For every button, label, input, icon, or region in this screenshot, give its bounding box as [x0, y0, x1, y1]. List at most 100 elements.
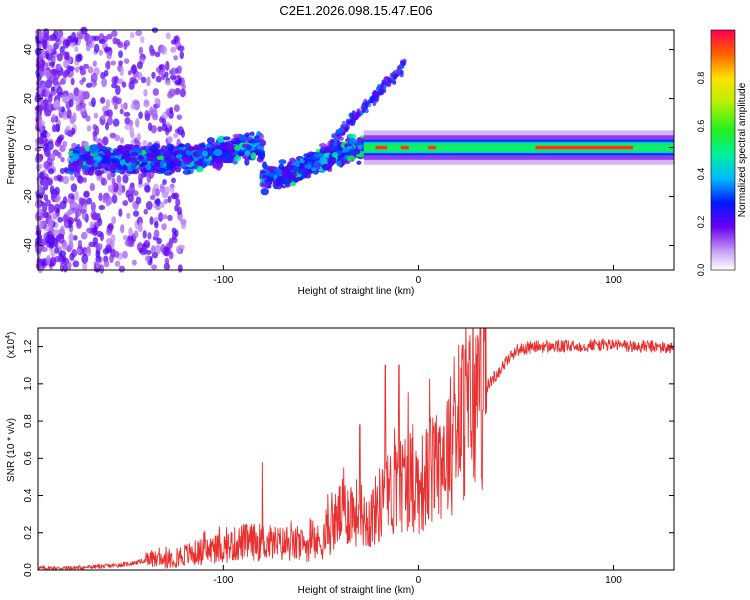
- spectrogram-cell: [273, 168, 282, 174]
- spectrogram-cell: [96, 138, 103, 146]
- spectrogram-cell: [149, 216, 154, 225]
- spectrogram-cell: [104, 46, 111, 53]
- colorbar-gradient: [710, 29, 736, 271]
- spectrogram-cell: [160, 201, 165, 208]
- spectrogram-cell: [111, 177, 116, 186]
- spectrogram-cell: [85, 115, 91, 122]
- spectrogram-cell: [179, 88, 186, 98]
- spectrogram-cell: [86, 125, 92, 132]
- snr-ytick-label: 0.2: [23, 525, 34, 539]
- spectrogram-cell: [384, 80, 389, 86]
- snr-ytick-label: 1.2: [23, 339, 34, 353]
- spectrogram-cell: [56, 86, 63, 96]
- spectrogram-cell: [133, 230, 139, 239]
- spectrogram-cell: [66, 65, 71, 75]
- spectrogram-cell: [145, 200, 153, 211]
- spectrogram-cell: [45, 87, 50, 98]
- spectrogram-cell: [77, 239, 83, 250]
- spectrogram-cell: [371, 95, 376, 101]
- spectrogram-cell: [47, 140, 54, 151]
- spectrogram-cell: [77, 175, 84, 184]
- spectrogram-cell: [101, 77, 108, 88]
- spectrogram-cell: [127, 70, 132, 76]
- spectrogram-cell: [119, 108, 124, 115]
- spectrogram-cell: [117, 41, 124, 49]
- spectrogram-cell: [53, 229, 60, 236]
- spectrogram-hotspot: [428, 145, 436, 150]
- spectrogram-cell: [56, 174, 62, 181]
- spectrogram-cell: [59, 167, 65, 175]
- spectrogram-cell: [89, 221, 95, 229]
- spectrogram-cell: [167, 195, 172, 204]
- spectrogram-cell: [138, 247, 144, 254]
- spectrogram-cell: [108, 112, 113, 119]
- spectrogram-cell: [170, 67, 177, 77]
- spectrogram-cell: [46, 148, 51, 159]
- spectrogram-cell: [154, 51, 161, 58]
- spectrogram-cell: [158, 64, 164, 70]
- spectrogram-cell: [169, 106, 174, 114]
- spectrogram-cell: [187, 145, 195, 152]
- spectrogram-cell: [333, 134, 338, 140]
- spectrogram-cell: [78, 154, 88, 159]
- spectrogram-cell: [79, 102, 86, 108]
- spectrogram-cell: [173, 132, 179, 139]
- spectrogram-cell: [43, 194, 49, 202]
- spectrogram-cell: [103, 110, 110, 117]
- spectrogram-cell: [163, 155, 171, 163]
- spectrogram-cell: [361, 102, 366, 108]
- spectrogram-cell: [51, 114, 57, 123]
- spectrogram-cell: [112, 250, 120, 258]
- spectrogram-cell: [37, 184, 44, 193]
- spectrogram-cell: [163, 262, 171, 271]
- spectrogram-cell: [54, 241, 59, 248]
- spectrogram-cell: [132, 99, 139, 106]
- spectrogram-cell: [261, 174, 268, 179]
- spectrogram-cell: [66, 108, 72, 119]
- spectrogram-cell: [74, 66, 80, 73]
- spectrogram-cell: [46, 255, 51, 265]
- spectrogram-cell: [267, 172, 276, 177]
- spectrogram-cell: [82, 262, 88, 271]
- spectrogram-cell: [145, 163, 152, 171]
- spectrogram-ticks: -100 0 100 -40 -20 0 20 40: [23, 44, 674, 286]
- spectrogram-cell: [347, 155, 356, 161]
- spectrogram-cell: [111, 83, 118, 89]
- spectrogram-cell: [67, 92, 75, 102]
- spectrogram-cell: [90, 201, 96, 212]
- spectrogram-cell: [161, 223, 167, 231]
- spectrogram-cell: [386, 76, 391, 82]
- spectrogram-cell: [52, 212, 58, 220]
- spectrogram-cell: [145, 249, 152, 255]
- spectrogram-band-core: [369, 146, 674, 150]
- spectrogram-cell: [182, 156, 192, 165]
- spectrogram-cell: [151, 113, 159, 121]
- spectrogram-cell: [331, 152, 339, 158]
- spectrogram-cell: [54, 37, 60, 43]
- spectrogram-cell: [128, 119, 134, 127]
- spectrogram-cell: [110, 234, 116, 243]
- spectrogram-cell: [167, 214, 173, 221]
- spectrogram-cell: [124, 239, 131, 247]
- spectrogram-cell: [67, 198, 74, 204]
- spectrogram-cell: [149, 106, 155, 116]
- spectrogram-cell: [311, 167, 317, 172]
- spectrogram-cell: [377, 83, 382, 89]
- spectrogram-heatmap: [34, 26, 674, 274]
- spectrogram-cell: [377, 90, 382, 96]
- spectrogram-cell: [225, 143, 234, 151]
- spectrogram-cell: [120, 103, 127, 109]
- spectrogram-cell: [67, 216, 75, 225]
- spectrogram-cell: [238, 134, 247, 141]
- spectrogram-cell: [393, 74, 398, 80]
- spectrogram-cell: [232, 160, 238, 165]
- spectrogram-cell: [177, 45, 185, 52]
- spectrogram-cell: [200, 142, 206, 149]
- spectrogram-cell: [163, 71, 169, 78]
- spectrogram-cell: [142, 230, 147, 239]
- spectrogram-cell: [47, 93, 53, 103]
- spectrogram-cell: [352, 148, 361, 155]
- spectrogram-cell: [165, 32, 171, 40]
- spectrogram-cell: [81, 76, 86, 83]
- spectrogram-cell: [95, 255, 102, 264]
